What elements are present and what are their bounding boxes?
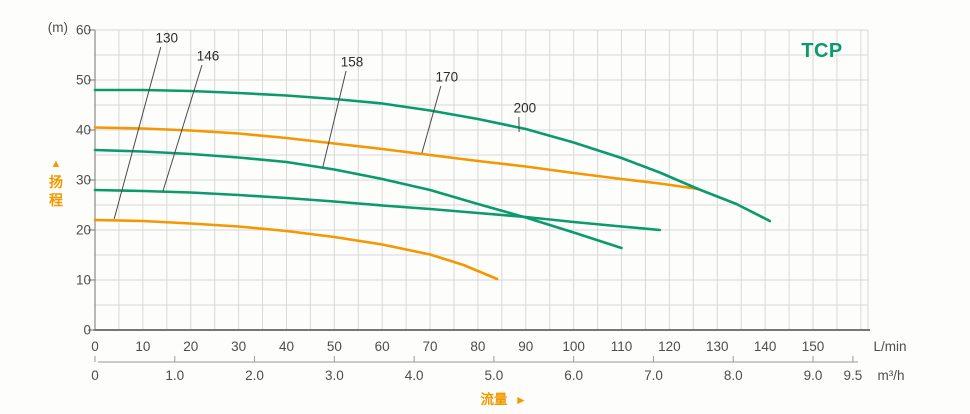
x-tick-label-lmin: 0 — [91, 339, 99, 354]
curve-146 — [93, 188, 662, 232]
curve-label-146: 146 — [197, 49, 220, 64]
x2-tick-label-m3h: 9.5 — [844, 368, 863, 383]
x-tick-label-lmin: 40 — [279, 339, 294, 354]
flow-axis-arrow-icon: ► — [515, 393, 527, 407]
y-tick-label: 40 — [76, 123, 91, 138]
x-tick-label-lmin: 120 — [658, 339, 681, 354]
x2-tick-label-m3h: 5.0 — [485, 368, 504, 383]
flow-axis-label: 流量 — [481, 391, 508, 407]
axis-tick-labels: 0 10 20 30 40 50 60 0 10 20 30 40 50 60 70 80 90 100 110 12… — [76, 23, 862, 384]
pump-curves — [93, 88, 772, 281]
x-tick-label-lmin: 100 — [562, 339, 585, 354]
y-tick-label: 0 — [83, 323, 91, 338]
curve-label-158: 158 — [341, 55, 364, 70]
x2-tick-label-m3h: 7.0 — [644, 368, 663, 383]
curve-label-170: 170 — [436, 70, 459, 85]
curve-label-200: 200 — [514, 101, 537, 116]
x2-tick-label-m3h: 3.0 — [325, 368, 344, 383]
x-tick-label-lmin: 110 — [611, 339, 633, 354]
x2-tick-label-m3h: 9.0 — [804, 368, 823, 383]
curve-200 — [93, 88, 772, 223]
y-tick-label: 60 — [76, 23, 91, 38]
x2-tick-label-m3h: 4.0 — [405, 368, 424, 383]
x-tick-label-lmin: 30 — [231, 339, 246, 354]
curve-leader-130 — [113, 46, 162, 220]
x-tick-label-lmin: 130 — [706, 339, 729, 354]
curve-158 — [93, 148, 623, 250]
x-tick-label-lmin: 10 — [135, 339, 150, 354]
grid-lines — [94, 29, 869, 331]
x-tick-label-lmin: 150 — [802, 339, 825, 354]
y-tick-label: 10 — [76, 273, 91, 288]
head-axis-label-group: ▲ 扬程 — [49, 158, 63, 208]
y-tick-label: 50 — [76, 73, 91, 88]
x2-tick-label-m3h: 8.0 — [724, 368, 743, 383]
head-axis-arrow-icon: ▲ — [51, 158, 62, 170]
m3h-unit-label: m³/h — [878, 368, 905, 383]
x2-tick-label-m3h: 2.0 — [245, 368, 264, 383]
curve-label-130: 130 — [156, 31, 179, 46]
x-tick-label-lmin: 90 — [518, 339, 533, 354]
x2-tick-label-m3h: 1.0 — [165, 368, 184, 383]
lmin-unit-label: L/min — [873, 339, 906, 354]
x2-tick-label-m3h: 0 — [91, 368, 99, 383]
x-tick-label-lmin: 20 — [183, 339, 198, 354]
curve-130 — [93, 218, 499, 281]
y-tick-label: 20 — [76, 223, 91, 238]
curve-leader-158 — [322, 70, 347, 168]
x-tick-label-lmin: 140 — [754, 339, 777, 354]
x-tick-label-lmin: 60 — [375, 339, 390, 354]
curve-leader-146 — [162, 64, 203, 192]
curve-170 — [93, 126, 700, 191]
y-tick-label: 30 — [76, 173, 91, 188]
x-tick-label-lmin: 80 — [470, 339, 485, 354]
curve-annotations: 130 146 158 170 200 — [113, 31, 537, 220]
x-tick-label-lmin: 50 — [327, 339, 342, 354]
head-axis-label-char: 程 — [49, 192, 63, 208]
x2-tick-label-m3h: 6.0 — [564, 368, 583, 383]
x-tick-label-lmin: 70 — [423, 339, 438, 354]
curve-leader-170 — [421, 85, 442, 154]
chart-title: TCP — [801, 40, 843, 62]
head-axis-label-char: 扬 — [49, 174, 63, 190]
y-unit-label: (m) — [48, 20, 68, 35]
